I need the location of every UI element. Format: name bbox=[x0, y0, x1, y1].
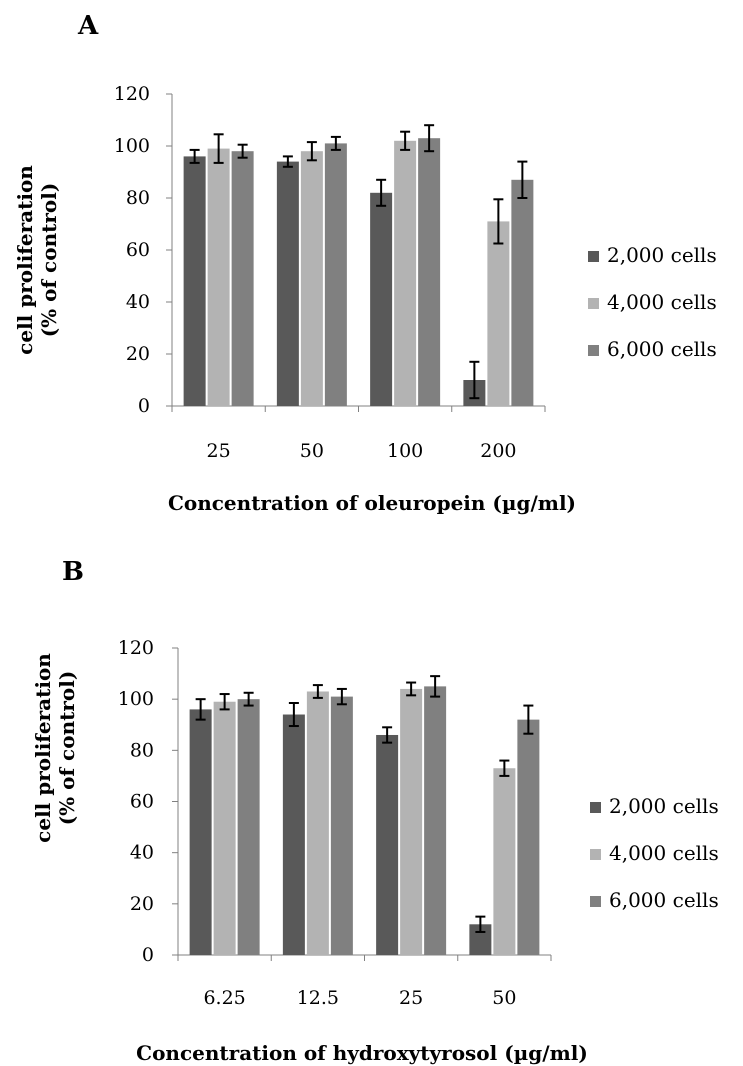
panel-a-bar bbox=[511, 179, 534, 406]
panel-a-ylabel-line1: cell proliferation bbox=[13, 165, 37, 355]
panel-b-bar bbox=[237, 699, 260, 955]
panel-b-y-tick-label: 60 bbox=[130, 791, 154, 813]
panel-b-legend-label: 4,000 cells bbox=[609, 841, 719, 865]
panel-b-bar bbox=[400, 688, 423, 955]
panel-b-error-bar bbox=[243, 691, 254, 707]
panel-a-legend-label: 4,000 cells bbox=[607, 290, 717, 314]
panel-b-bar bbox=[330, 696, 353, 955]
panel-a-legend-swatch bbox=[588, 298, 599, 309]
panel-b-bar bbox=[469, 924, 492, 955]
panel-a-y-tick-label: 40 bbox=[126, 291, 150, 313]
panel-b-error-bar bbox=[523, 704, 534, 735]
panel-b-x-tick-label: 6.25 bbox=[203, 987, 245, 1009]
panel-b-x-tick-label: 25 bbox=[399, 987, 423, 1009]
panel-b-bar bbox=[189, 709, 212, 955]
panel-a-bar bbox=[276, 161, 299, 406]
panel-a-legend-swatch bbox=[588, 251, 599, 262]
panel-b: B cell proliferation (% of control) Conc… bbox=[31, 557, 719, 1065]
panel-a-label: A bbox=[77, 11, 99, 41]
panel-b-legend-label: 2,000 cells bbox=[609, 794, 719, 818]
panel-b-x-tick-label: 50 bbox=[492, 987, 516, 1009]
panel-b-legend-swatch bbox=[590, 896, 601, 907]
panel-a-legend-label: 2,000 cells bbox=[607, 243, 717, 267]
panel-a-error-bar bbox=[424, 124, 435, 153]
panel-b-ylabel-line2: (% of control) bbox=[55, 671, 79, 826]
panel-a-error-bar bbox=[517, 160, 528, 199]
panel-a: A cell proliferation (% of control) Conc… bbox=[13, 11, 717, 515]
panel-a-y-tick-label: 0 bbox=[138, 395, 150, 417]
panel-b-bar bbox=[424, 686, 447, 955]
panel-a-x-tick-label: 100 bbox=[387, 440, 423, 462]
panel-a-error-bar bbox=[237, 143, 248, 159]
panel-a-y-tick-label: 20 bbox=[126, 343, 150, 365]
panel-a-bar bbox=[487, 221, 510, 406]
panel-b-bar bbox=[376, 734, 399, 955]
panel-a-error-bar bbox=[469, 360, 480, 400]
panel-a-error-bar bbox=[189, 148, 200, 164]
panel-a-bar bbox=[300, 151, 323, 406]
panel-a-bar bbox=[183, 156, 206, 406]
panel-a-y-tick-label: 60 bbox=[126, 239, 150, 261]
panel-a-bar bbox=[418, 138, 441, 406]
panel-b-error-bar bbox=[336, 687, 347, 706]
panel-b-bar bbox=[213, 701, 236, 955]
panel-a-legend-swatch bbox=[588, 345, 599, 356]
panel-b-legend-swatch bbox=[590, 802, 601, 813]
panel-b-bar bbox=[517, 719, 540, 955]
panel-b-error-bar bbox=[195, 698, 206, 721]
panel-b-bar bbox=[493, 768, 516, 955]
panel-b-label: B bbox=[62, 557, 84, 587]
panel-a-x-tick-label: 200 bbox=[480, 440, 516, 462]
panel-b-error-bar bbox=[430, 675, 441, 698]
panel-a-y-tick-label: 80 bbox=[126, 187, 150, 209]
panel-b-legend-label: 6,000 cells bbox=[609, 888, 719, 912]
panel-b-y-tick-label: 40 bbox=[130, 842, 154, 864]
panel-a-plot: 0 20 40 60 80 100 120 25 50 100 200 bbox=[114, 83, 546, 462]
panel-b-ylabel-line1: cell proliferation bbox=[31, 653, 55, 843]
panel-b-error-bar bbox=[219, 693, 230, 711]
panel-b-y-tick-label: 100 bbox=[118, 688, 154, 710]
panel-b-bar bbox=[306, 691, 329, 955]
panel-b-error-bar bbox=[499, 759, 510, 777]
panel-b-bar bbox=[282, 714, 305, 955]
panel-a-bar bbox=[394, 140, 417, 407]
panel-a-error-bar bbox=[493, 198, 504, 245]
panel-a-y-tick-label: 120 bbox=[114, 83, 150, 105]
panel-b-y-tick-label: 20 bbox=[130, 893, 154, 915]
panel-a-xlabel: Concentration of oleuropein (µg/ml) bbox=[168, 491, 576, 515]
panel-a-bar bbox=[207, 148, 230, 406]
panel-b-legend: 2,000 cells 4,000 cells 6,000 cells bbox=[590, 794, 719, 912]
panel-a-legend-label: 6,000 cells bbox=[607, 337, 717, 361]
panel-a-x-tick-label: 50 bbox=[300, 440, 324, 462]
panel-b-y-tick-label: 80 bbox=[130, 739, 154, 761]
panel-a-ylabel-line2: (% of control) bbox=[37, 183, 61, 338]
panel-b-error-bar bbox=[312, 684, 323, 699]
panel-b-error-bar bbox=[382, 726, 393, 744]
panel-b-x-tick-label: 12.5 bbox=[297, 987, 339, 1009]
panel-a-bar bbox=[231, 151, 254, 406]
panel-a-ylabel: cell proliferation (% of control) bbox=[13, 165, 61, 355]
panel-b-xlabel: Concentration of hydroxytyrosol (µg/ml) bbox=[136, 1041, 588, 1065]
panel-b-error-bar bbox=[475, 915, 486, 933]
panel-b-y-tick-label: 120 bbox=[118, 637, 154, 659]
panel-a-x-tick-label: 25 bbox=[207, 440, 231, 462]
panel-a-legend: 2,000 cells 4,000 cells 6,000 cells bbox=[588, 243, 717, 361]
panel-b-legend-swatch bbox=[590, 849, 601, 860]
panel-a-error-bar bbox=[282, 155, 293, 168]
panel-a-error-bar bbox=[213, 133, 224, 164]
panel-b-y-tick-label: 0 bbox=[142, 944, 154, 966]
panel-a-error-bar bbox=[400, 130, 411, 151]
panel-b-ylabel: cell proliferation (% of control) bbox=[31, 653, 79, 843]
panel-b-error-bar bbox=[288, 702, 299, 728]
panel-a-error-bar bbox=[376, 178, 387, 207]
panel-b-error-bar bbox=[406, 681, 417, 697]
panel-a-error-bar bbox=[330, 135, 341, 151]
panel-a-y-tick-label: 100 bbox=[114, 135, 150, 157]
panel-a-bar bbox=[370, 192, 393, 406]
panel-b-plot: 0 20 40 60 80 100 120 6.25 12.5 25 50 bbox=[118, 637, 552, 1009]
panel-a-bar bbox=[324, 143, 347, 406]
panel-a-error-bar bbox=[306, 141, 317, 162]
